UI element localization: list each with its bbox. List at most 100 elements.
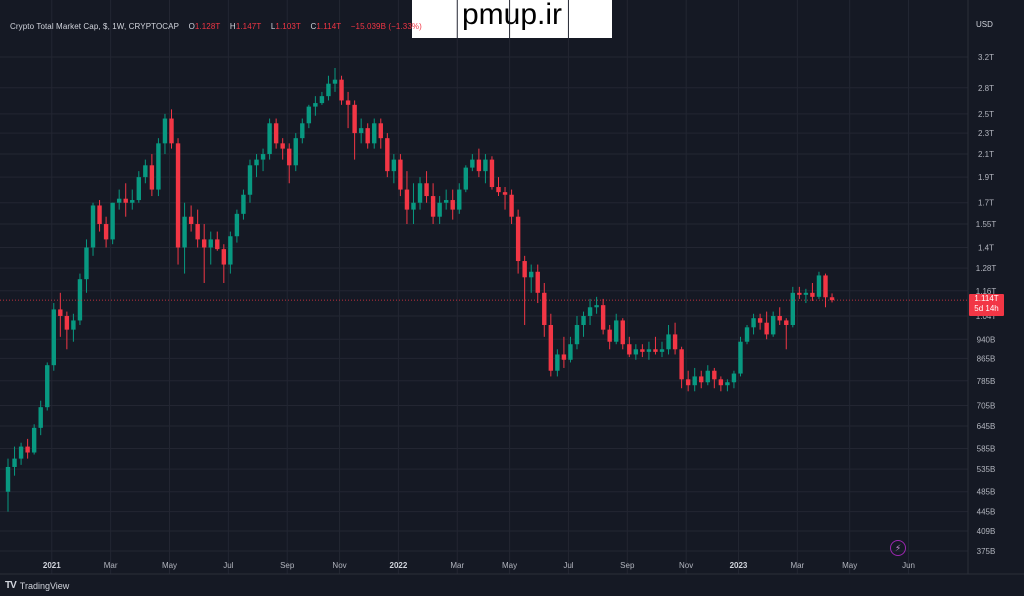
candle bbox=[25, 438, 30, 459]
candle-body bbox=[607, 329, 612, 342]
candle-body bbox=[725, 382, 730, 386]
currency-label[interactable]: USD bbox=[976, 20, 993, 29]
candle bbox=[522, 255, 527, 326]
candles bbox=[5, 68, 835, 512]
candle bbox=[443, 189, 449, 210]
candle-body bbox=[659, 349, 665, 352]
candle-body bbox=[326, 83, 331, 97]
candle-body bbox=[175, 143, 181, 248]
time-tick-label: Jun bbox=[902, 561, 915, 570]
candle bbox=[58, 292, 63, 337]
candle-body bbox=[529, 271, 534, 278]
candle bbox=[175, 138, 181, 265]
candle bbox=[731, 370, 737, 389]
close-label: C bbox=[310, 22, 317, 31]
candle-body bbox=[770, 315, 776, 335]
candle bbox=[215, 231, 220, 251]
candle-body bbox=[300, 123, 305, 139]
high-value: 1.147T bbox=[235, 22, 262, 31]
lightning-icon[interactable]: ⚡ bbox=[890, 540, 906, 556]
candle bbox=[823, 273, 828, 308]
candle bbox=[561, 336, 567, 368]
price-tick-label: 1.16T bbox=[976, 287, 997, 296]
price-tick-label: 705B bbox=[977, 402, 996, 411]
candle-body bbox=[38, 407, 43, 428]
candle-body bbox=[31, 427, 37, 453]
candle-body bbox=[365, 128, 370, 144]
candle-body bbox=[51, 309, 56, 366]
candle bbox=[424, 171, 429, 203]
time-tick-label: Mar bbox=[790, 561, 804, 570]
price-tick-label: 535B bbox=[977, 465, 996, 474]
candle bbox=[640, 344, 645, 358]
candle-body bbox=[712, 370, 717, 380]
candle bbox=[633, 344, 639, 360]
candle bbox=[679, 346, 684, 389]
candle bbox=[202, 224, 207, 283]
candle bbox=[234, 209, 240, 243]
candle-body bbox=[640, 349, 645, 352]
candle bbox=[430, 183, 436, 225]
candle-body bbox=[718, 379, 724, 386]
candle bbox=[5, 458, 11, 512]
candle-body bbox=[744, 327, 750, 342]
candle bbox=[417, 177, 423, 210]
candle-body bbox=[313, 103, 318, 107]
candle bbox=[195, 209, 200, 248]
candle bbox=[463, 165, 468, 193]
price-tick-label: 445B bbox=[977, 508, 996, 517]
candle bbox=[646, 341, 652, 360]
candle-body bbox=[18, 446, 24, 459]
candle bbox=[77, 273, 83, 326]
candle-body bbox=[221, 249, 227, 265]
candle bbox=[437, 196, 442, 225]
candle bbox=[470, 154, 475, 172]
candle bbox=[744, 325, 750, 345]
candle-body bbox=[561, 354, 567, 360]
candle-body bbox=[751, 318, 756, 328]
candle bbox=[182, 202, 187, 274]
candle-body bbox=[430, 196, 436, 217]
candle bbox=[97, 200, 102, 232]
price-tick-label: 1.4T bbox=[978, 243, 994, 252]
price-tick-label: 585B bbox=[977, 445, 996, 454]
candle-body bbox=[64, 315, 70, 330]
candle-body bbox=[130, 200, 135, 203]
candle bbox=[797, 286, 802, 299]
candle bbox=[293, 133, 298, 172]
tradingview-logo[interactable]: TV TradingView bbox=[5, 580, 69, 591]
candle bbox=[313, 96, 318, 116]
candle-body bbox=[287, 148, 292, 166]
candle bbox=[287, 143, 292, 184]
candle bbox=[326, 75, 331, 101]
candle bbox=[496, 177, 501, 197]
candle-body bbox=[424, 183, 429, 197]
time-tick-label: Sep bbox=[620, 561, 635, 570]
candle-body bbox=[404, 189, 410, 210]
candle bbox=[332, 68, 338, 92]
candle bbox=[810, 282, 815, 301]
time-tick-label: Nov bbox=[679, 561, 693, 570]
candle-body bbox=[116, 198, 122, 203]
candle bbox=[594, 296, 599, 314]
candle-body bbox=[600, 305, 606, 330]
grid-lines bbox=[0, 0, 968, 574]
candle bbox=[653, 336, 658, 355]
candle-body bbox=[339, 79, 344, 101]
candle bbox=[18, 442, 24, 465]
candle-body bbox=[417, 183, 423, 203]
time-tick-label: Nov bbox=[332, 561, 346, 570]
symbol-legend[interactable]: Crypto Total Market Cap, $, 1W, CRYPTOCA… bbox=[10, 22, 422, 31]
candle bbox=[38, 400, 43, 436]
bar-countdown: 5d 14h bbox=[974, 304, 999, 313]
candle-body bbox=[372, 123, 377, 144]
candle-body bbox=[633, 349, 639, 355]
candle bbox=[123, 183, 128, 217]
candle bbox=[71, 313, 76, 342]
candle bbox=[149, 154, 155, 197]
candle-body bbox=[672, 334, 678, 350]
close-value: 1.114T bbox=[316, 22, 342, 31]
candle-body bbox=[496, 187, 501, 193]
candle-body bbox=[476, 159, 482, 172]
